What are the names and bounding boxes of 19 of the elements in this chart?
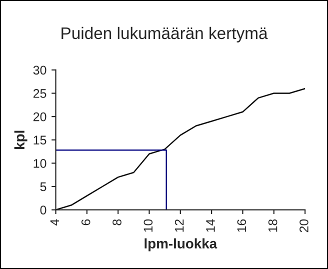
y-tick-label: 5 xyxy=(40,182,46,192)
y-tick-label: 30 xyxy=(33,66,46,75)
x-tick-label: 6 xyxy=(81,219,90,226)
y-axis-title: kpl xyxy=(14,130,28,149)
y-tick-label: 10 xyxy=(34,158,46,168)
x-tick-label: 8 xyxy=(112,219,122,226)
x-tick-label: 14 xyxy=(206,219,215,232)
x-tick-label: 18 xyxy=(268,219,278,232)
x-axis-title: lpm-luokka xyxy=(144,238,218,252)
x-tick-label: 4 xyxy=(50,219,59,226)
y-tick-label: 20 xyxy=(33,112,46,122)
x-tick-label: 20 xyxy=(300,219,308,232)
y-tick-label: 0 xyxy=(40,206,46,214)
x-tick-label: 16 xyxy=(237,219,246,232)
x-tick-label: 10 xyxy=(144,219,153,232)
x-tick-label: 12 xyxy=(174,219,184,232)
chart-title: Puiden lukumäärän kertymä xyxy=(62,26,268,42)
y-tick-label: 15 xyxy=(34,136,46,145)
y-tick-label: 25 xyxy=(33,89,46,98)
